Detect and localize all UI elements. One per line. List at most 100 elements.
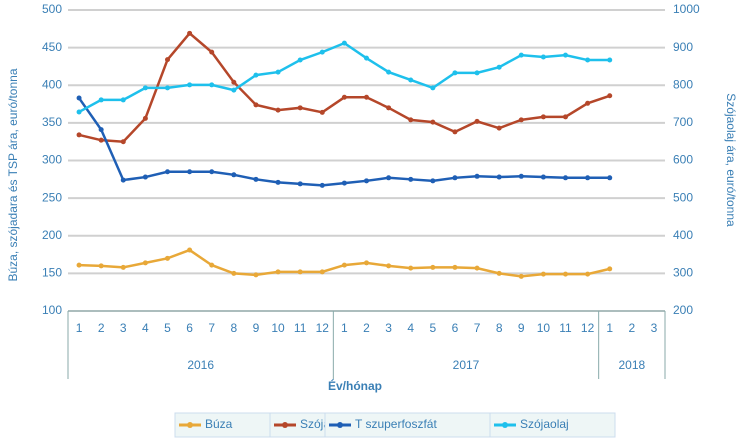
point [209, 169, 215, 175]
point [430, 85, 436, 91]
point [496, 174, 502, 180]
point [187, 247, 193, 253]
x-tick-label: 5 [164, 321, 171, 335]
x-tick-label: 12 [581, 321, 595, 335]
point [563, 175, 568, 181]
y-tick-label: 450 [42, 40, 62, 54]
x-group-label: 2018 [618, 358, 645, 372]
y2-tick-label: 400 [673, 228, 693, 242]
y-tick-label: 200 [42, 228, 62, 242]
x-tick-label: 10 [271, 321, 285, 335]
point [607, 57, 613, 63]
point [231, 79, 237, 85]
point [585, 100, 591, 106]
point [253, 72, 259, 78]
point [98, 137, 104, 143]
y2-tick-label: 500 [673, 190, 693, 204]
point [430, 264, 436, 270]
point [297, 181, 303, 187]
point [120, 139, 126, 145]
y-tick-label: 100 [42, 303, 62, 317]
x-tick-label: 6 [186, 321, 193, 335]
point [408, 265, 414, 271]
point [76, 95, 82, 101]
point [253, 272, 259, 278]
point [319, 269, 325, 275]
point [98, 127, 104, 133]
y-tick-label: 300 [42, 153, 62, 167]
point [142, 115, 148, 121]
x-tick-label: 9 [518, 321, 525, 335]
y2-tick-label: 800 [673, 77, 693, 91]
x-tick-label: 10 [537, 321, 551, 335]
point [275, 179, 281, 185]
point [496, 125, 502, 131]
point [187, 30, 193, 36]
y2-tick-label: 600 [673, 153, 693, 167]
point [474, 118, 480, 124]
point [540, 54, 546, 60]
x-tick-label: 8 [230, 321, 237, 335]
point [585, 271, 591, 277]
point [474, 265, 480, 271]
point [297, 269, 303, 275]
point [408, 77, 414, 83]
point [165, 255, 170, 261]
y-axis-title: Búza, szójadara és TSP ára, euró/tonna [6, 68, 20, 281]
y2-tick-label: 700 [673, 115, 693, 129]
point [253, 102, 259, 108]
x-tick-label: 2 [363, 321, 370, 335]
point [341, 94, 347, 100]
point [607, 266, 613, 272]
x-tick-label: 9 [253, 321, 260, 335]
point [120, 177, 126, 183]
point [386, 175, 392, 181]
x-tick-label: 3 [385, 321, 392, 335]
point [496, 64, 502, 70]
point [452, 70, 458, 76]
x-tick-label: 6 [452, 321, 459, 335]
point [386, 263, 392, 269]
x-tick-label: 11 [294, 321, 307, 335]
point [319, 109, 325, 115]
x-tick-label: 11 [559, 321, 572, 335]
y2-tick-label: 300 [673, 266, 693, 280]
point [319, 182, 325, 188]
point [231, 270, 237, 276]
point [275, 269, 281, 275]
point [364, 94, 369, 100]
point [607, 175, 613, 181]
legend-label: T szuperfoszfát [355, 417, 437, 431]
point [341, 180, 347, 186]
point [187, 82, 193, 88]
y-tick-label: 150 [42, 266, 62, 280]
point [563, 114, 568, 120]
x-tick-label: 2 [98, 321, 105, 335]
point [474, 173, 480, 179]
point [364, 55, 369, 61]
point [187, 169, 193, 175]
point [275, 69, 281, 75]
point [297, 105, 303, 111]
point [474, 70, 480, 76]
point [585, 175, 591, 181]
point [209, 82, 215, 88]
x-tick-label: 1 [76, 321, 83, 335]
point [98, 97, 104, 103]
point [540, 271, 546, 277]
y-tick-label: 500 [42, 2, 62, 16]
point [563, 271, 568, 277]
x-tick-label: 7 [208, 321, 215, 335]
x-tick-label: 3 [120, 321, 127, 335]
point [518, 173, 524, 179]
x-tick-label: 4 [407, 321, 414, 335]
x-tick-label: 1 [341, 321, 348, 335]
point [341, 40, 347, 46]
point [518, 273, 524, 279]
point [408, 117, 414, 123]
point [408, 176, 414, 182]
point [76, 262, 82, 268]
legend-swatch [502, 422, 508, 428]
